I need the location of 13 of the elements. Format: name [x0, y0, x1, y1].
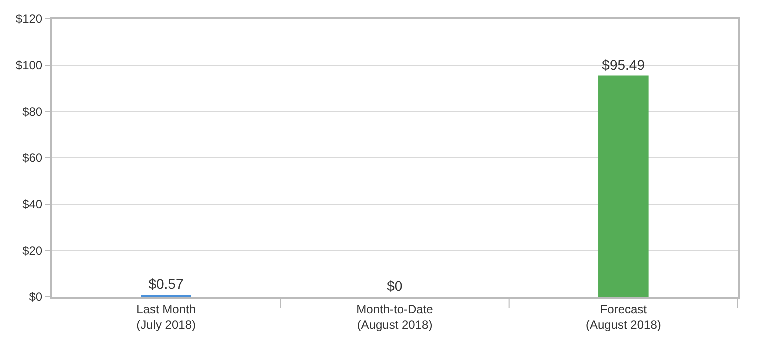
y-tick-label: $40	[22, 198, 43, 212]
x-tick-label: Month-to-Date (August 2018)	[356, 302, 434, 332]
x-tick-label: Last Month (July 2018)	[136, 302, 196, 332]
y-tick-label: $120	[16, 12, 43, 26]
data-label: $95.49	[602, 56, 646, 73]
y-tick-label: $20	[22, 244, 43, 258]
y-tick-label: $60	[22, 151, 43, 166]
y-tick-label: $100	[16, 58, 43, 73]
y-tick-label: $0	[29, 290, 43, 304]
y-tick-label: $80	[22, 104, 43, 119]
data-label: $0	[387, 278, 403, 294]
data-label: $0.57	[148, 276, 184, 292]
x-tick-label: Forecast (August 2018)	[586, 302, 662, 332]
